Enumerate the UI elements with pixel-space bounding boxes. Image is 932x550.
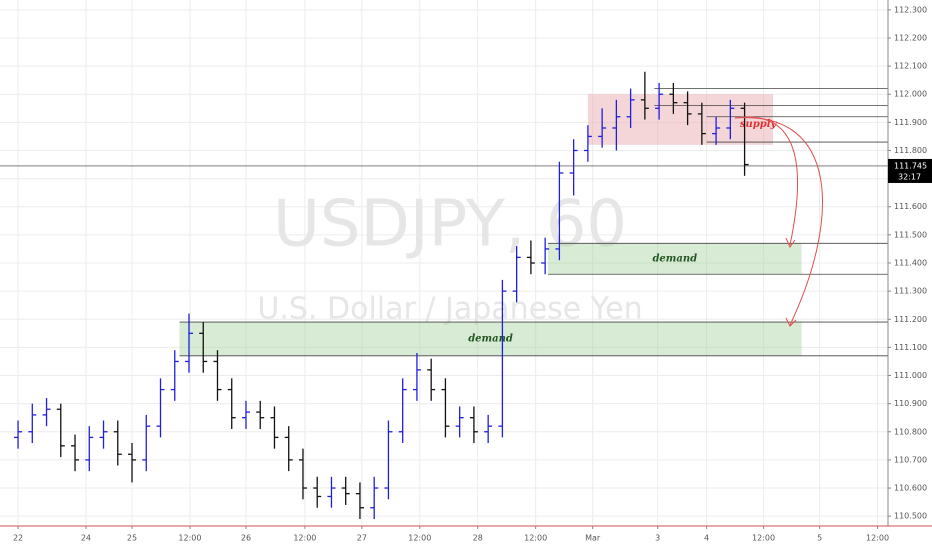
x-tick-label: 12:00 [752, 534, 775, 543]
y-tick-label: 111.200 [894, 315, 927, 324]
x-tick-label: 25 [127, 534, 137, 543]
x-tick-label: 12:00 [178, 534, 201, 543]
y-tick-label: 111.800 [894, 146, 927, 155]
y-tick-label: 111.500 [894, 230, 927, 239]
zone-label: demand [468, 333, 513, 344]
last-price-label: 111.745 [894, 161, 927, 170]
y-tick-label: 111.300 [894, 287, 927, 296]
x-tick-label: 12:00 [293, 534, 316, 543]
x-tick-label: 26 [241, 534, 251, 543]
zone-label: supply [740, 119, 778, 130]
arrow [734, 116, 799, 246]
y-tick-label: 111.900 [894, 118, 927, 127]
x-tick-label: 24 [81, 534, 91, 543]
x-tick-label: 4 [704, 534, 709, 543]
x-tick-label: 12:00 [408, 534, 431, 543]
y-tick-label: 112.000 [894, 90, 927, 99]
zone-label: demand [652, 253, 697, 264]
x-tick-label: 12:00 [524, 534, 547, 543]
y-tick-label: 112.300 [894, 5, 927, 14]
x-tick-label: 22 [13, 534, 23, 543]
y-tick-label: 110.800 [894, 427, 927, 436]
y-tick-label: 111.100 [894, 343, 927, 352]
y-tick-label: 110.700 [894, 455, 927, 464]
y-tick-label: 112.100 [894, 62, 927, 71]
watermark-symbol: USDJPY, 60 [273, 188, 627, 262]
watermark-name: U.S. Dollar / Japanese Yen [257, 292, 642, 327]
y-tick-label: 110.900 [894, 399, 927, 408]
x-tick-label: Mar [585, 534, 601, 543]
x-tick-label: 5 [817, 534, 822, 543]
arrowhead [785, 237, 796, 249]
y-tick-label: 110.500 [894, 512, 927, 521]
y-tick-label: 111.600 [894, 202, 927, 211]
y-tick-label: 112.200 [894, 33, 927, 42]
x-tick-label: 28 [473, 534, 483, 543]
y-tick-label: 111.000 [894, 371, 927, 380]
y-tick-label: 111.400 [894, 259, 927, 268]
x-tick-label: 27 [357, 534, 367, 543]
zone [587, 94, 774, 145]
countdown-label: 32:17 [898, 172, 921, 181]
zone [179, 322, 802, 356]
zone [547, 243, 802, 275]
arrowhead [785, 317, 797, 327]
x-tick-label: 3 [655, 534, 660, 543]
arrow [734, 117, 823, 326]
x-tick-label: 12:00 [866, 534, 889, 543]
y-tick-label: 110.600 [894, 484, 927, 493]
last-price-box [888, 158, 932, 183]
